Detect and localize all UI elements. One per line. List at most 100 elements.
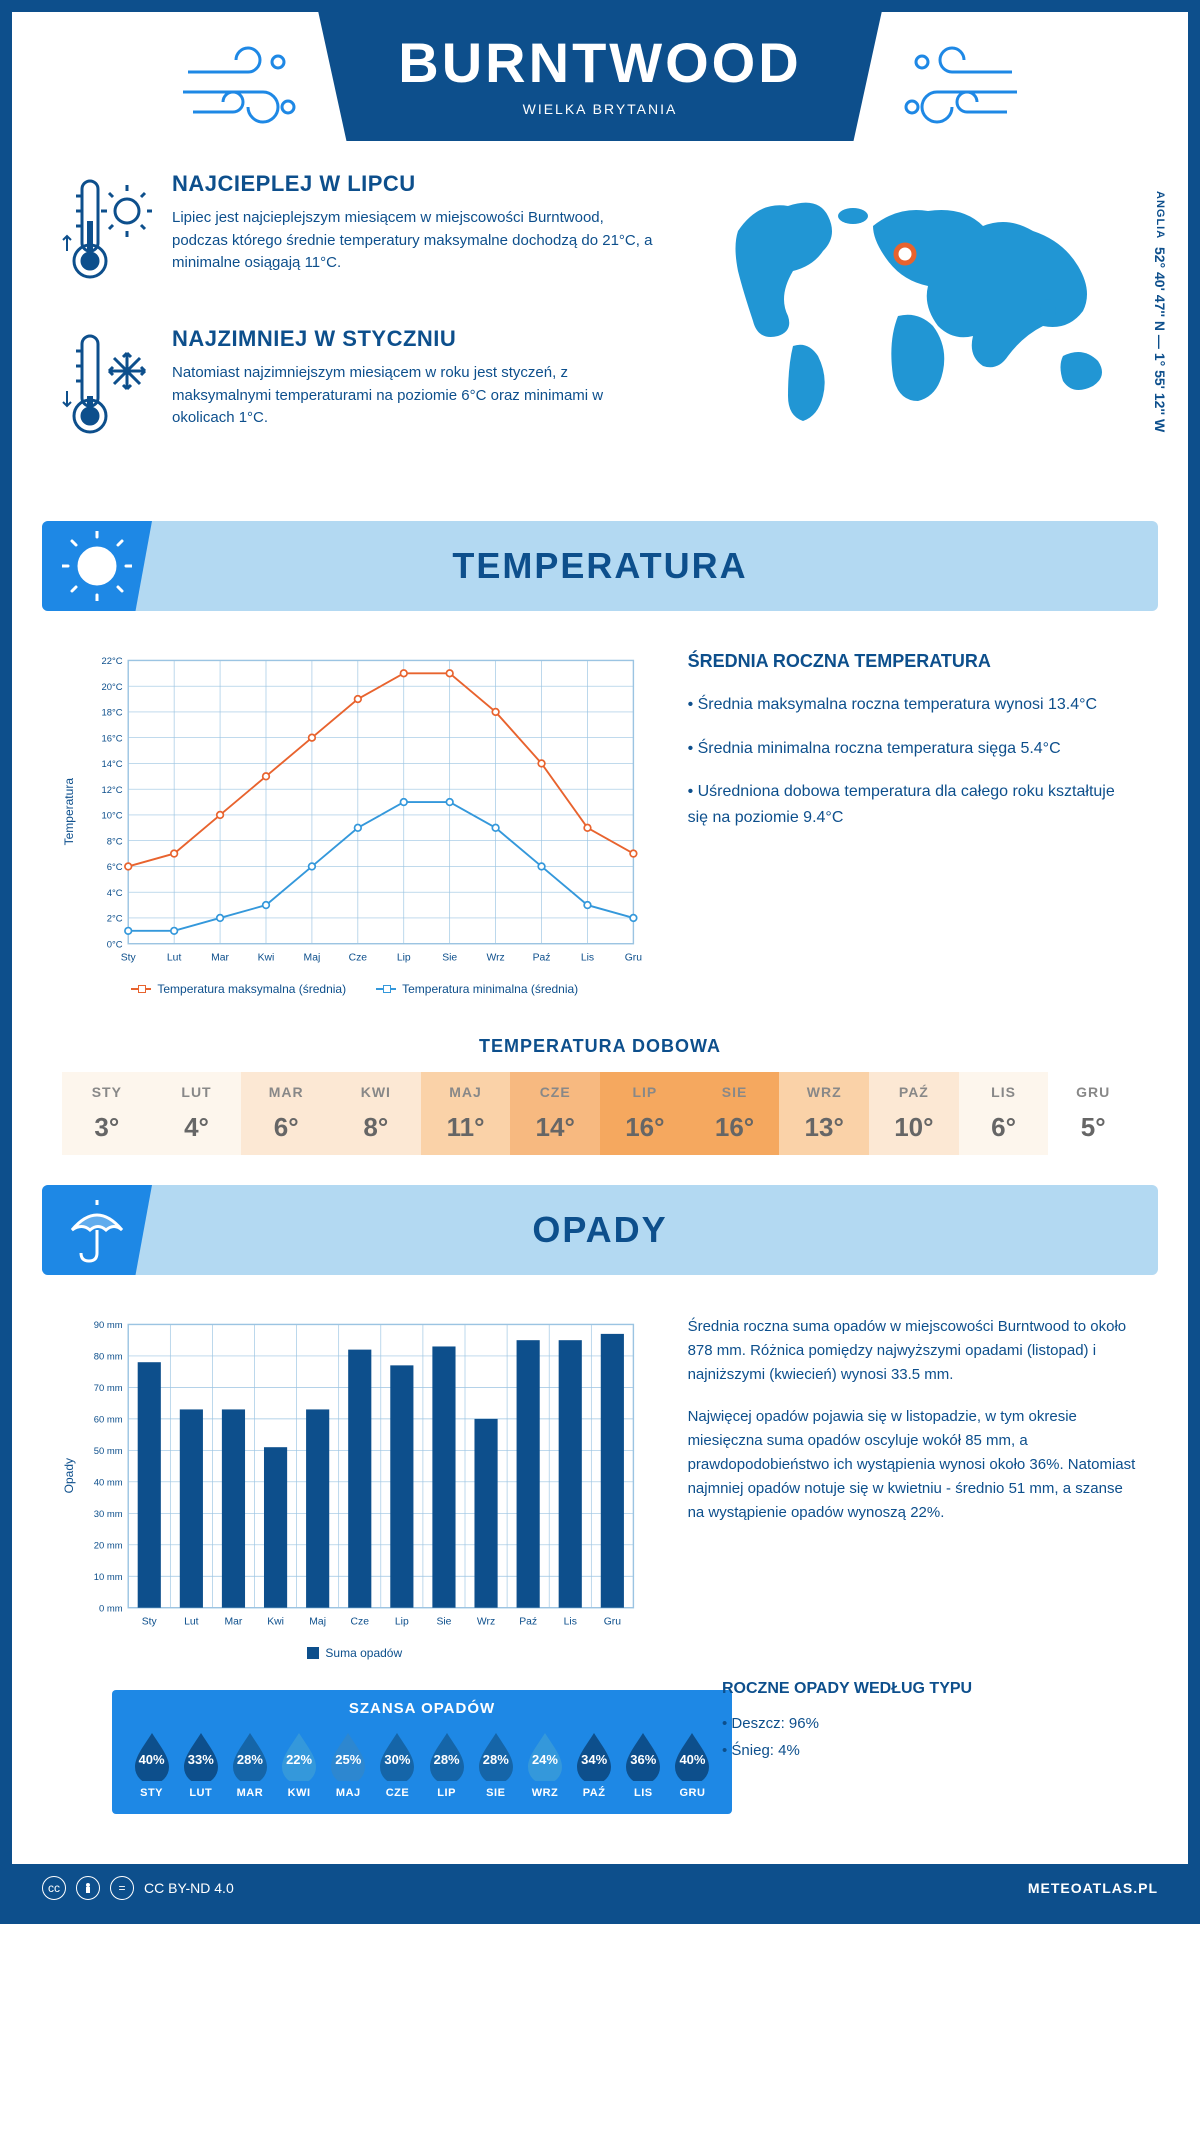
nd-icon: = (110, 1876, 134, 1900)
daily-cell: LIP16° (600, 1072, 690, 1155)
daily-cell: SIE16° (690, 1072, 780, 1155)
precipitation-info: Średnia roczna suma opadów w miejscowośc… (688, 1315, 1138, 1660)
country-subtitle: WIELKA BRYTANIA (398, 101, 801, 117)
temperature-info: ŚREDNIA ROCZNA TEMPERATURA • Średnia mak… (688, 651, 1138, 996)
temperature-line-chart: Temperatura 0°C2°C4°C6°C8°C10°C12°C14°C1… (62, 651, 648, 996)
temp-bullet: • Uśredniona dobowa temperatura dla całe… (688, 779, 1138, 830)
svg-text:0 mm: 0 mm (99, 1604, 123, 1615)
daily-temp-table: STY3°LUT4°MAR6°KWI8°MAJ11°CZE14°LIP16°SI… (62, 1072, 1138, 1155)
svg-text:2°C: 2°C (107, 914, 123, 925)
svg-text:Maj: Maj (309, 1617, 326, 1628)
chance-item: 30%CZE (373, 1729, 422, 1799)
chance-item: 28%SIE (471, 1729, 520, 1799)
svg-text:22°C: 22°C (101, 656, 122, 667)
precipitation-bar-chart: Opady 0 mm10 mm20 mm30 mm40 mm50 mm60 mm… (62, 1315, 648, 1660)
svg-text:Lut: Lut (167, 953, 182, 964)
svg-text:40 mm: 40 mm (94, 1478, 123, 1489)
chance-item: 36%LIS (619, 1729, 668, 1799)
temperature-section-header: TEMPERATURA (42, 521, 1158, 611)
temp-info-title: ŚREDNIA ROCZNA TEMPERATURA (688, 651, 1138, 672)
svg-text:Paź: Paź (533, 953, 551, 964)
svg-text:20°C: 20°C (101, 682, 122, 693)
svg-text:Lut: Lut (184, 1617, 199, 1628)
svg-text:4°C: 4°C (107, 888, 123, 899)
coordinates-label: ANGLIA 52° 40' 47'' N — 1° 55' 12'' W (1152, 191, 1168, 432)
cc-icon: cc (42, 1876, 66, 1900)
precipitation-section-header: OPADY (42, 1185, 1158, 1275)
daily-cell: WRZ13° (779, 1072, 869, 1155)
site-name: METEOATLAS.PL (1028, 1880, 1158, 1896)
svg-text:Wrz: Wrz (477, 1617, 495, 1628)
svg-text:20 mm: 20 mm (94, 1541, 123, 1552)
chance-item: 40%GRU (668, 1729, 717, 1799)
svg-text:Kwi: Kwi (267, 1617, 284, 1628)
daily-cell: CZE14° (510, 1072, 600, 1155)
daily-cell: LUT4° (152, 1072, 242, 1155)
svg-text:10 mm: 10 mm (94, 1572, 123, 1583)
daily-cell: LIS6° (959, 1072, 1049, 1155)
svg-text:Kwi: Kwi (258, 953, 275, 964)
svg-text:Cze: Cze (349, 953, 368, 964)
city-title: BURNTWOOD (398, 30, 801, 95)
svg-text:0°C: 0°C (107, 939, 123, 950)
wind-icon-left (178, 37, 318, 137)
precipitation-chance-box: SZANSA OPADÓW 40%STY33%LUT28%MAR22%KWI25… (112, 1690, 732, 1814)
umbrella-icon (42, 1185, 152, 1275)
temperature-title: TEMPERATURA (152, 545, 1158, 587)
warmest-block: NAJCIEPLEJ W LIPCU Lipiec jest najcieple… (62, 171, 658, 296)
chance-item: 40%STY (127, 1729, 176, 1799)
chance-item: 22%KWI (275, 1729, 324, 1799)
svg-text:6°C: 6°C (107, 862, 123, 873)
chance-item: 28%LIP (422, 1729, 471, 1799)
daily-cell: MAR6° (241, 1072, 331, 1155)
svg-text:30 mm: 30 mm (94, 1509, 123, 1520)
svg-text:Mar: Mar (211, 953, 229, 964)
temp-bullet: • Średnia maksymalna roczna temperatura … (688, 692, 1138, 718)
svg-text:10°C: 10°C (101, 811, 122, 822)
temp-bullet: • Średnia minimalna roczna temperatura s… (688, 736, 1138, 762)
daily-temp-title: TEMPERATURA DOBOWA (12, 1036, 1188, 1057)
location-marker-icon (896, 245, 914, 263)
precipitation-by-type: ROCZNE OPADY WEDŁUG TYPU • Deszcz: 96%• … (722, 1680, 1138, 1834)
svg-text:Gru: Gru (625, 953, 643, 964)
infographic-container: BURNTWOOD WIELKA BRYTANIA (0, 0, 1200, 1924)
svg-text:90 mm: 90 mm (94, 1320, 123, 1331)
svg-text:18°C: 18°C (101, 708, 122, 719)
thermometer-snow-icon (62, 326, 152, 451)
coldest-text: Natomiast najzimniejszym miesiącem w rok… (172, 362, 658, 430)
sun-icon (42, 521, 152, 611)
type-item: • Deszcz: 96% (722, 1710, 1138, 1737)
svg-text:16°C: 16°C (101, 733, 122, 744)
svg-text:Lip: Lip (397, 953, 411, 964)
chance-item: 28%MAR (225, 1729, 274, 1799)
chance-item: 34%PAŹ (570, 1729, 619, 1799)
svg-text:Lis: Lis (581, 953, 594, 964)
svg-text:50 mm: 50 mm (94, 1446, 123, 1457)
svg-text:12°C: 12°C (101, 785, 122, 796)
svg-text:8°C: 8°C (107, 836, 123, 847)
svg-text:Lis: Lis (564, 1617, 577, 1628)
world-map-icon (698, 171, 1138, 431)
svg-text:Lip: Lip (395, 1617, 409, 1628)
header-row: BURNTWOOD WIELKA BRYTANIA (12, 12, 1188, 151)
daily-cell: PAŹ10° (869, 1072, 959, 1155)
wind-icon-right (882, 37, 1022, 137)
coldest-block: NAJZIMNIEJ W STYCZNIU Natomiast najzimni… (62, 326, 658, 451)
svg-text:70 mm: 70 mm (94, 1383, 123, 1394)
intro-section: NAJCIEPLEJ W LIPCU Lipiec jest najcieple… (12, 151, 1188, 511)
chance-item: 24%WRZ (520, 1729, 569, 1799)
svg-text:14°C: 14°C (101, 759, 122, 770)
daily-cell: MAJ11° (421, 1072, 511, 1155)
chance-item: 25%MAJ (324, 1729, 373, 1799)
by-icon (76, 1876, 100, 1900)
svg-text:Paź: Paź (519, 1617, 537, 1628)
svg-text:80 mm: 80 mm (94, 1352, 123, 1363)
daily-cell: KWI8° (331, 1072, 421, 1155)
precipitation-title: OPADY (152, 1209, 1158, 1251)
license-text: CC BY-ND 4.0 (144, 1880, 234, 1896)
svg-text:Gru: Gru (604, 1617, 622, 1628)
footer: cc = CC BY-ND 4.0 METEOATLAS.PL (12, 1864, 1188, 1912)
coldest-title: NAJZIMNIEJ W STYCZNIU (172, 326, 658, 352)
thermometer-sun-icon (62, 171, 152, 296)
chance-title: SZANSA OPADÓW (127, 1700, 717, 1717)
